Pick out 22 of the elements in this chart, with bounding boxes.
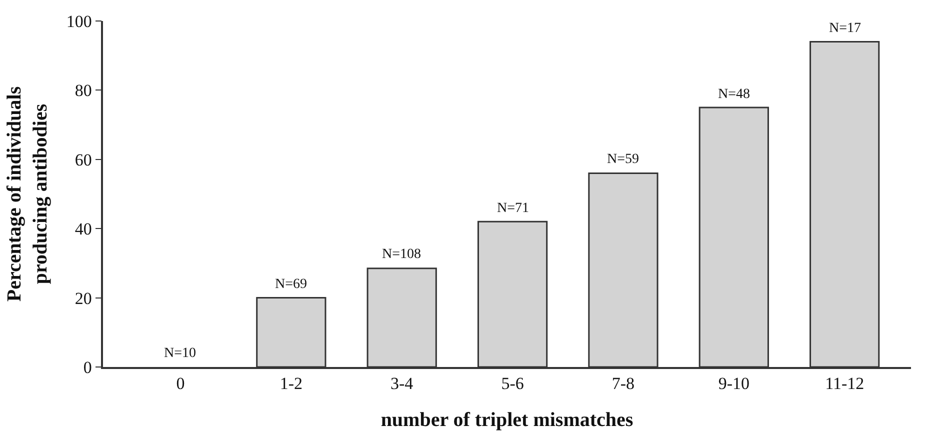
x-tick-label: 5-6 [501,374,524,394]
annotation: N=17 [829,21,862,36]
annotation: N=69 [275,277,308,292]
annotation: N=59 [607,152,640,167]
annotation: N=71 [497,201,530,216]
x-tick-label: 7-8 [612,374,635,394]
x-axis-title: number of triplet mismatches [380,409,634,431]
annotation: N=10 [164,346,196,361]
y-tick-label: 60 [74,150,92,170]
y-tick-label: 100 [66,12,92,31]
y-tick-label: 80 [74,81,92,100]
x-tick-label: 3-4 [390,374,414,394]
x-tick-label: 11-12 [825,374,864,394]
x-tick-label: 0 [176,374,185,394]
annotation: N=48 [718,87,750,102]
y-tick-label: 20 [74,288,92,308]
annotation: N=108 [382,247,422,262]
x-tick-label: 1-2 [280,374,302,394]
y-tick-label: 40 [74,220,92,239]
y-tick-label: 0 [83,358,92,377]
y-axis-title: Percentage of individuals producing antibodies [3,86,52,302]
x-tick-label: 9-10 [718,374,750,394]
